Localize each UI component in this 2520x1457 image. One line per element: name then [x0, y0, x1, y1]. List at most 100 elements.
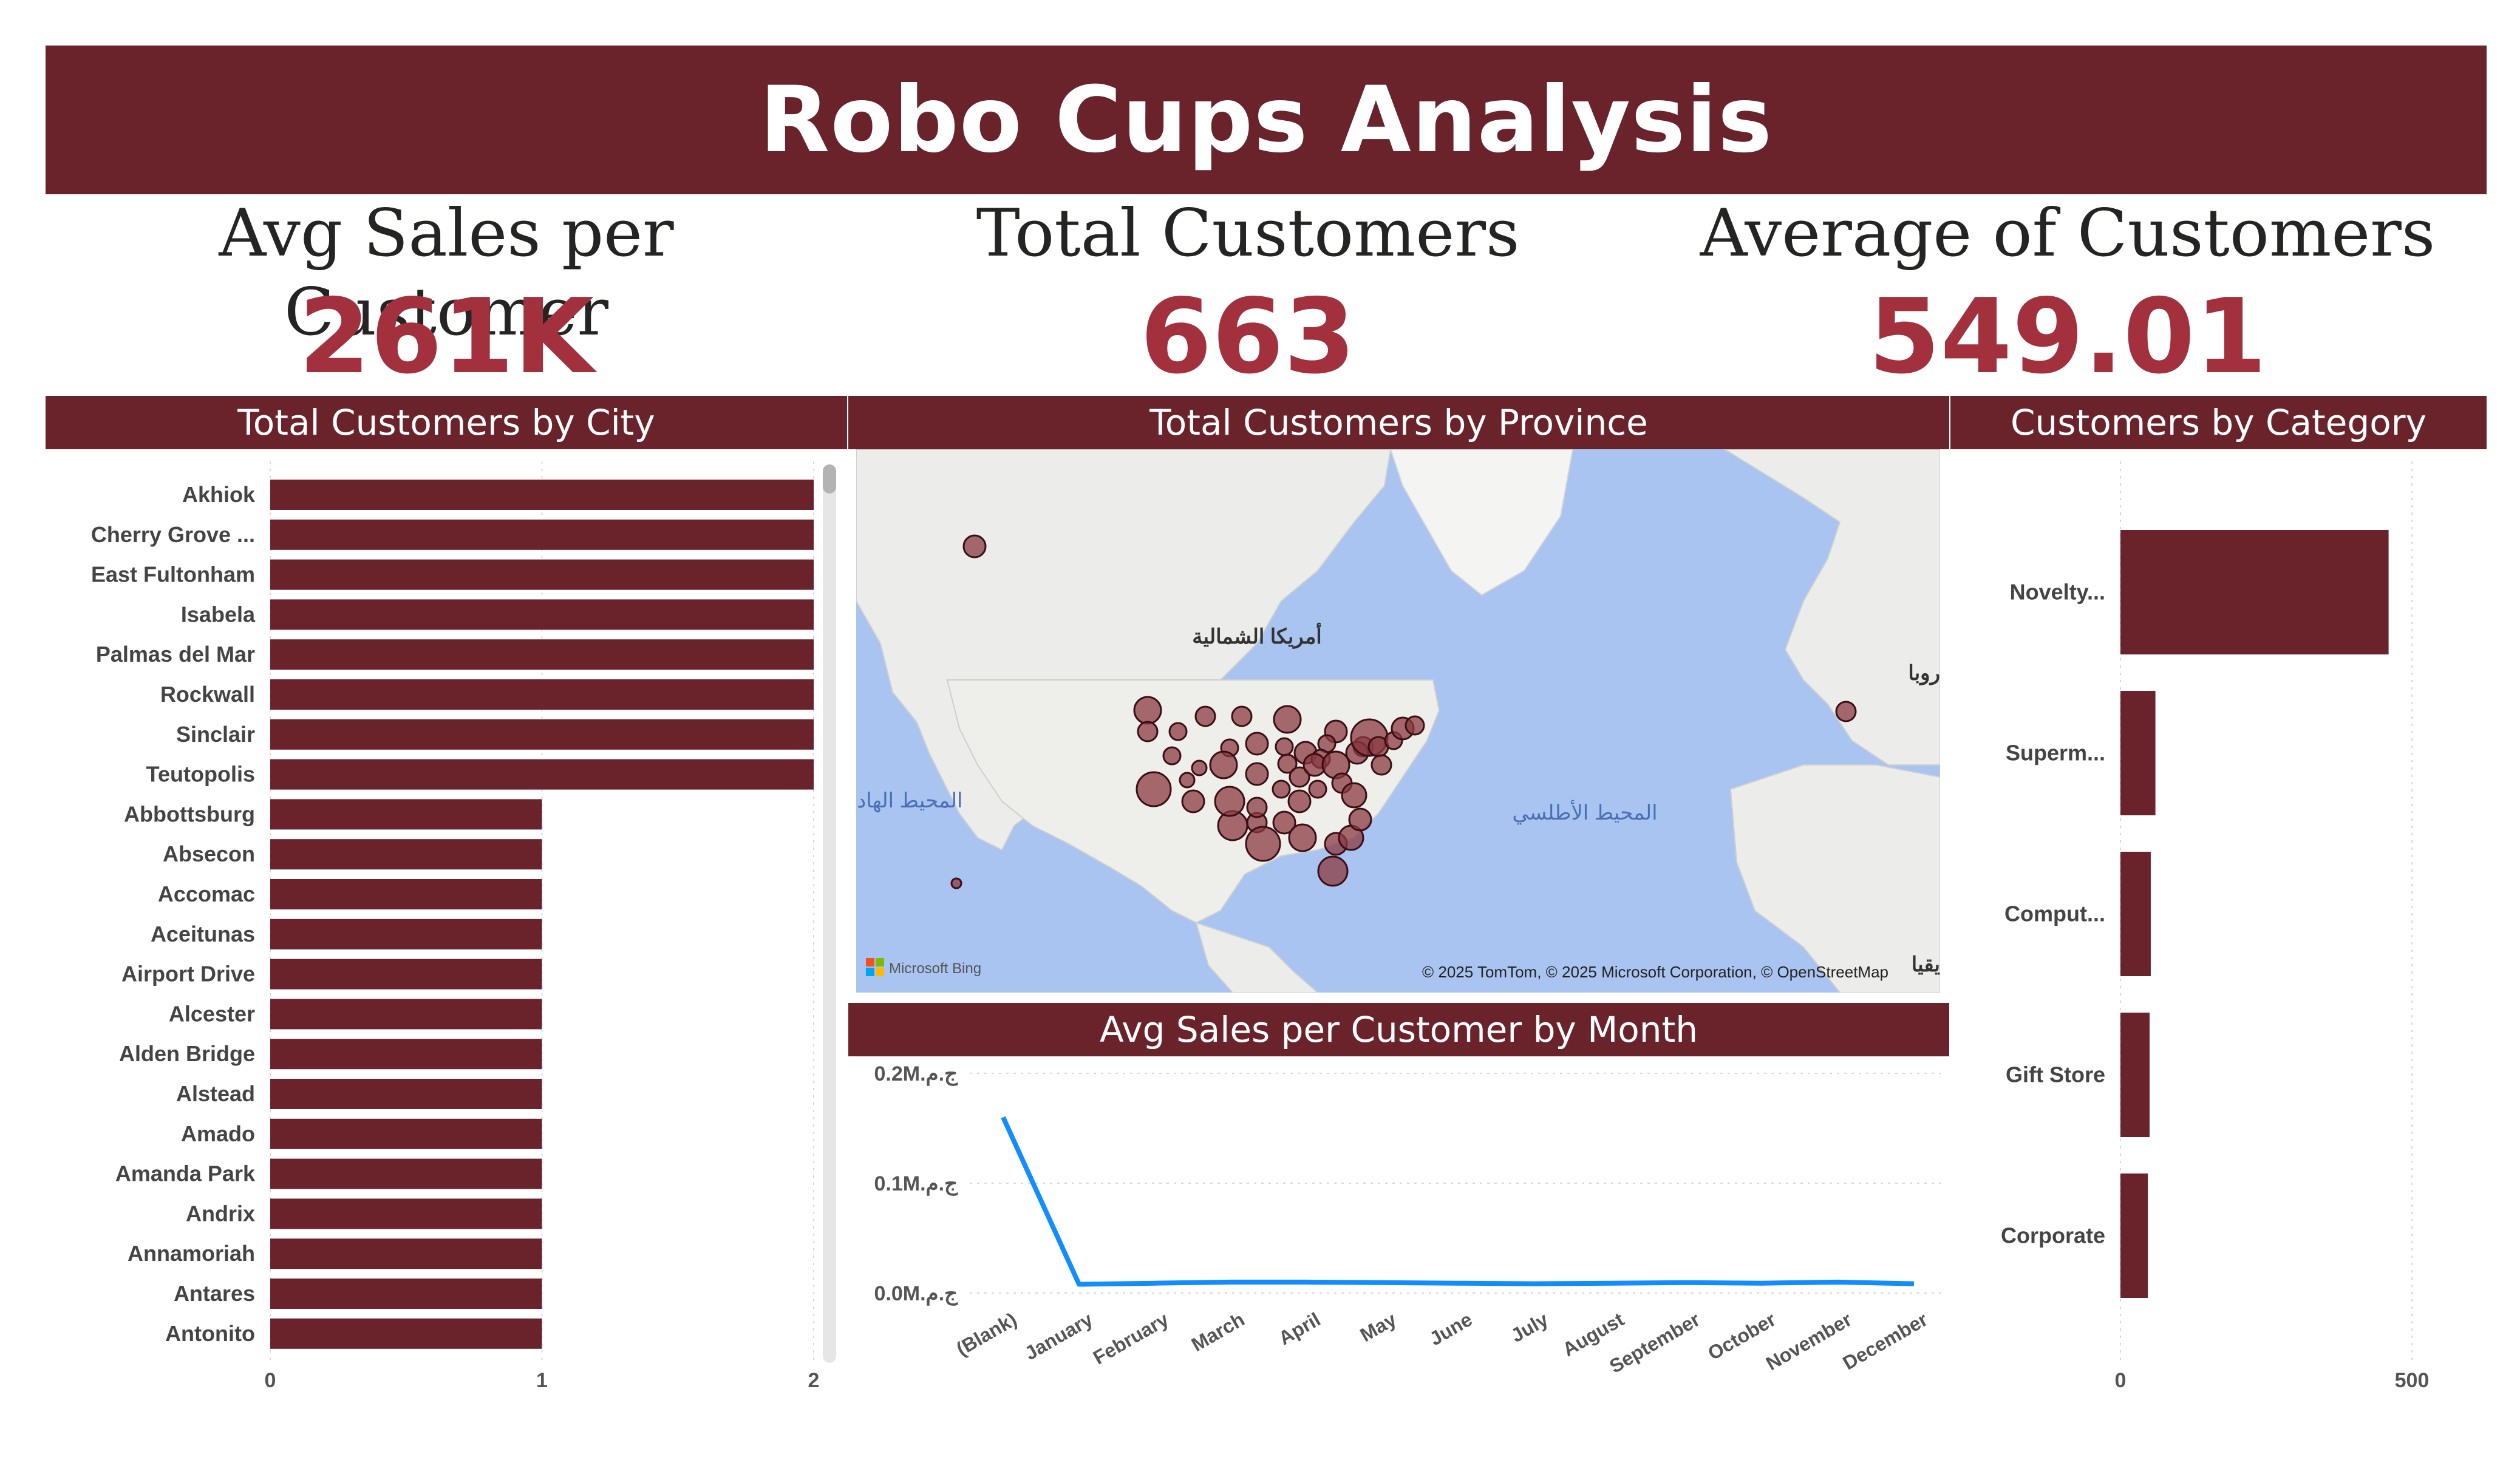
- bing-logo: Microsoft Bing: [866, 958, 981, 977]
- map-bubble[interactable]: [1231, 705, 1253, 727]
- city-bar-chart[interactable]: Akhiok Cherry Grove ... East Fultonham Isab…: [46, 449, 847, 1396]
- city-bar[interactable]: [270, 679, 814, 710]
- map-bubble[interactable]: [1181, 789, 1205, 813]
- map-bubble[interactable]: [1245, 826, 1281, 862]
- map-bubble[interactable]: [1168, 722, 1188, 741]
- month-x-tick-label: June: [1426, 1308, 1476, 1350]
- category-chart-header: Customers by Category: [1950, 396, 2487, 449]
- month-y-tick-label: 0.1M.ج.م: [874, 1172, 959, 1196]
- city-bar[interactable]: [270, 1118, 542, 1149]
- city-category-label: Alden Bridge: [119, 1041, 255, 1066]
- category-bar[interactable]: [2120, 691, 2156, 815]
- category-bar[interactable]: [2120, 1173, 2148, 1298]
- map-bubble[interactable]: [1341, 782, 1367, 809]
- map-bubble[interactable]: [1191, 759, 1208, 776]
- map-bubble[interactable]: [1317, 855, 1349, 887]
- city-category-label: Palmas del Mar: [96, 642, 255, 667]
- city-bar[interactable]: [270, 1318, 542, 1349]
- map-bubble[interactable]: [1209, 750, 1238, 779]
- dashboard-title-banner: Robo Cups Analysis: [46, 46, 2487, 194]
- city-bar[interactable]: [270, 999, 542, 1030]
- city-bar[interactable]: [270, 1238, 542, 1269]
- category-label: Corporate: [2001, 1223, 2105, 1248]
- city-category-label: Antonito: [165, 1321, 255, 1346]
- city-bar[interactable]: [270, 1079, 542, 1109]
- map-bubble[interactable]: [1348, 807, 1372, 832]
- map-bubble[interactable]: [1272, 779, 1291, 799]
- map-bubble[interactable]: [1308, 779, 1327, 799]
- kpi-average-customers-label: Average of Customers: [1700, 195, 2436, 271]
- city-bar[interactable]: [270, 559, 814, 590]
- city-category-label: Annamoriah: [128, 1241, 255, 1266]
- city-bar[interactable]: [270, 719, 814, 750]
- city-bar[interactable]: [270, 1279, 542, 1309]
- city-bar[interactable]: [270, 759, 814, 790]
- kpi-avg-sales-label: Avg Sales per Customer: [219, 195, 674, 350]
- month-series-line[interactable]: [1001, 1116, 1915, 1287]
- greenland-landmass: [1389, 449, 1574, 596]
- city-scrollbar-track[interactable]: [823, 464, 836, 1363]
- map-bubble[interactable]: [1272, 810, 1296, 835]
- city-category-label: Teutopolis: [146, 762, 255, 787]
- map-bubble[interactable]: [1289, 766, 1310, 788]
- map-bubble[interactable]: [1371, 754, 1392, 776]
- category-bar[interactable]: [2120, 530, 2389, 654]
- map-bubble[interactable]: [1245, 732, 1269, 756]
- map-bubble[interactable]: [1245, 762, 1269, 786]
- province-map[interactable]: أمريكا الشمالية المحيط الهادي المحيط الأ…: [856, 449, 1940, 993]
- map-bubble[interactable]: [1287, 789, 1312, 813]
- map-bubble[interactable]: [1194, 705, 1216, 727]
- map-attribution[interactable]: © 2025 TomTom, © 2025 Microsoft Corporat…: [1422, 963, 1888, 981]
- city-bar[interactable]: [270, 839, 542, 870]
- central-america-landmass: [1195, 922, 1319, 993]
- map-bubble[interactable]: [962, 534, 987, 559]
- city-bar[interactable]: [270, 1198, 542, 1229]
- category-bar[interactable]: [2120, 1013, 2150, 1137]
- map-bubble[interactable]: [1214, 786, 1245, 817]
- month-x-tick-label: March: [1188, 1308, 1248, 1356]
- city-bar[interactable]: [270, 1039, 542, 1070]
- map-bubble[interactable]: [1179, 772, 1196, 789]
- map-bubble[interactable]: [1136, 771, 1172, 807]
- map-bubble[interactable]: [1405, 715, 1425, 736]
- bing-logo-text: Microsoft Bing: [889, 960, 981, 977]
- category-bar-chart[interactable]: Novelty... Superm... Comput... Gift Store Co…: [1950, 449, 2487, 1396]
- map-bubble[interactable]: [1835, 701, 1857, 722]
- map-bubble[interactable]: [1288, 823, 1317, 852]
- city-category-label: East Fultonham: [91, 562, 255, 587]
- city-category-label: Absecon: [163, 841, 255, 866]
- city-bar[interactable]: [270, 519, 814, 550]
- kpi-average-customers-value: 549.01: [1868, 277, 2267, 397]
- city-x-tick-label: 2: [808, 1369, 820, 1392]
- city-bar[interactable]: [270, 879, 542, 909]
- city-scrollbar-thumb[interactable]: [823, 464, 836, 494]
- map-bubble[interactable]: [1246, 796, 1268, 818]
- city-bar[interactable]: [270, 480, 814, 510]
- city-category-label: Akhiok: [182, 482, 256, 507]
- month-line-chart[interactable]: 0.0M.ج.م 0.1M.ج.م 0.2M.ج.م (Blank) JanuaryF…: [848, 1056, 1949, 1396]
- category-label: Superm...: [2006, 741, 2105, 766]
- map-bubble[interactable]: [950, 877, 962, 889]
- city-bar[interactable]: [270, 1158, 542, 1189]
- city-category-label: Cherry Grove ...: [91, 522, 255, 547]
- kpi-total-customers-value: 663: [1140, 277, 1356, 397]
- city-bar[interactable]: [270, 959, 542, 990]
- map-bubble[interactable]: [1273, 705, 1302, 734]
- city-bar[interactable]: [270, 919, 542, 949]
- map-bubble[interactable]: [1162, 746, 1182, 766]
- map-bubble[interactable]: [1277, 753, 1298, 774]
- map-bubble[interactable]: [1275, 737, 1294, 756]
- category-bar[interactable]: [2120, 852, 2151, 976]
- map-bubble[interactable]: [1137, 721, 1159, 742]
- city-bar[interactable]: [270, 639, 814, 670]
- city-bar[interactable]: [270, 599, 814, 630]
- city-chart-title: Total Customers by City: [237, 402, 655, 443]
- map-bubble[interactable]: [1133, 696, 1162, 725]
- city-category-label: Isabela: [181, 602, 256, 627]
- city-bar[interactable]: [270, 799, 542, 830]
- city-category-label: Airport Drive: [121, 962, 255, 987]
- month-x-tick-label: April: [1275, 1308, 1324, 1350]
- month-x-tick-label: November: [1762, 1308, 1856, 1374]
- month-y-tick-label: 0.2M.ج.م: [874, 1062, 959, 1086]
- africa-landmass: [1729, 764, 1940, 993]
